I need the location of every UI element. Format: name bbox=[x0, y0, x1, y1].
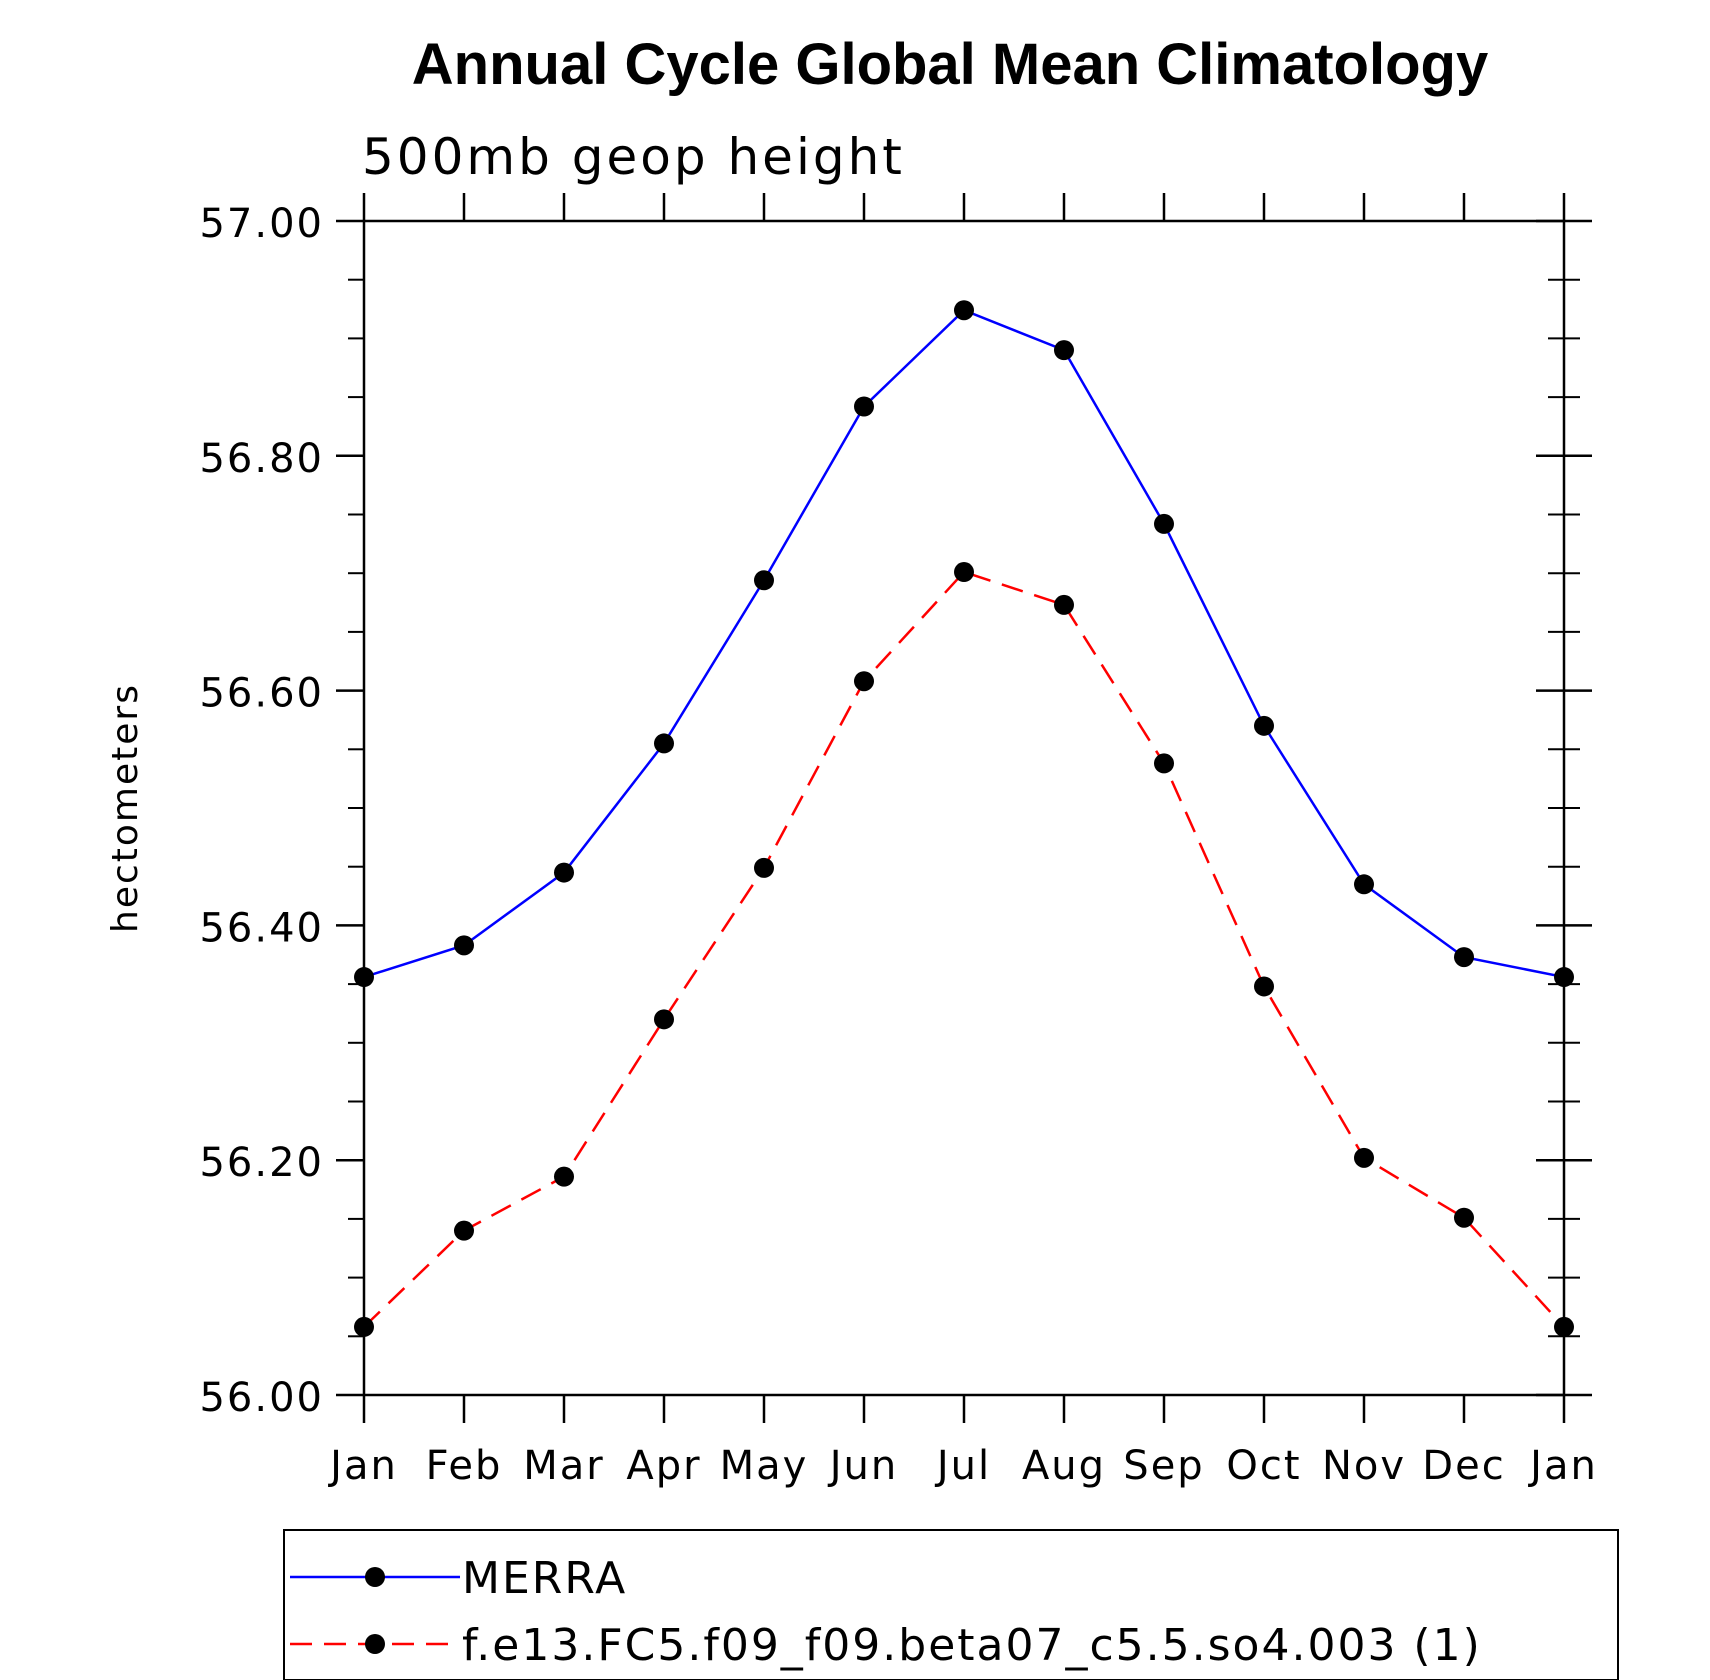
data-point bbox=[554, 862, 574, 883]
x-tick-label: Apr bbox=[626, 1443, 701, 1489]
legend-marker bbox=[365, 1634, 385, 1654]
data-point bbox=[454, 935, 474, 956]
x-tick-label: Nov bbox=[1322, 1443, 1406, 1489]
y-axis-title: hectometers bbox=[105, 683, 146, 933]
data-point bbox=[954, 562, 974, 583]
data-point bbox=[1154, 513, 1174, 534]
series-line bbox=[363, 308, 1565, 979]
data-point bbox=[1254, 976, 1274, 997]
x-tick-label: Jan bbox=[1527, 1443, 1598, 1489]
x-tick-label: Jul bbox=[934, 1443, 991, 1489]
data-point bbox=[354, 967, 374, 988]
y-tick-label: 56.80 bbox=[199, 436, 324, 482]
data-point bbox=[654, 1009, 674, 1030]
legend-marker bbox=[365, 1567, 385, 1587]
chart-subtitle: 500mb geop height bbox=[362, 128, 905, 186]
data-point bbox=[654, 733, 674, 754]
legend-label: MERRA bbox=[462, 1553, 627, 1604]
y-tick-label: 56.40 bbox=[199, 905, 324, 951]
x-tick-label: Mar bbox=[523, 1443, 604, 1489]
data-point bbox=[354, 1316, 374, 1337]
x-tick-label: Aug bbox=[1022, 1443, 1106, 1489]
legend-box bbox=[283, 1529, 1619, 1680]
series-line bbox=[363, 570, 1565, 1328]
x-tick-label: Sep bbox=[1123, 1443, 1204, 1489]
y-tick-label: 57.00 bbox=[199, 201, 324, 247]
plot-border bbox=[362, 219, 1566, 1397]
data-point bbox=[1054, 594, 1074, 615]
y-tick-labels: 56.00 56.20 56.40 56.60 56.80 57.00 bbox=[199, 201, 324, 1421]
data-point bbox=[1554, 1316, 1574, 1337]
y-tick-label: 56.00 bbox=[199, 1375, 324, 1421]
data-point bbox=[754, 857, 774, 878]
x-tick-label: Oct bbox=[1226, 1443, 1301, 1489]
series bbox=[354, 300, 1574, 1337]
data-point bbox=[754, 570, 774, 591]
x-tick-label: May bbox=[720, 1443, 809, 1489]
legend-label: f.e13.FC5.f09_f09.beta07_c5.5.so4.003 (1… bbox=[462, 1620, 1482, 1671]
data-point bbox=[1054, 340, 1074, 361]
data-point bbox=[1554, 967, 1574, 988]
x-tick-label: Feb bbox=[426, 1443, 503, 1489]
data-point bbox=[1154, 753, 1174, 774]
y-axis-label: hectometers bbox=[105, 683, 146, 933]
data-point bbox=[554, 1166, 574, 1187]
series-2 bbox=[354, 562, 1574, 1337]
axis-ticks bbox=[336, 193, 1592, 1423]
x-tick-labels: Jan Feb Mar Apr May Jun Jul Aug Sep Oct Nov Dec Jan bbox=[327, 1443, 1598, 1489]
series-1 bbox=[354, 300, 1574, 988]
x-tick-label: Jan bbox=[327, 1443, 398, 1489]
legend: MERRA f.e13.FC5.f09_f09.beta07_c5.5.so4.0… bbox=[283, 1529, 1619, 1680]
y-tick-label: 56.20 bbox=[199, 1140, 324, 1186]
chart-title: Annual Cycle Global Mean Climatology bbox=[412, 32, 1488, 97]
y-tick-label: 56.60 bbox=[199, 671, 324, 717]
data-point bbox=[1354, 1147, 1374, 1168]
data-point bbox=[1354, 874, 1374, 895]
data-point bbox=[1454, 947, 1474, 968]
plot-frame bbox=[362, 219, 1566, 1397]
data-point bbox=[1454, 1207, 1474, 1228]
x-tick-label: Dec bbox=[1422, 1443, 1505, 1489]
data-point bbox=[1254, 715, 1274, 736]
data-point bbox=[454, 1220, 474, 1241]
data-point bbox=[954, 300, 974, 321]
data-point bbox=[854, 396, 874, 417]
x-tick-label: Jun bbox=[827, 1443, 899, 1489]
data-point bbox=[854, 671, 874, 692]
